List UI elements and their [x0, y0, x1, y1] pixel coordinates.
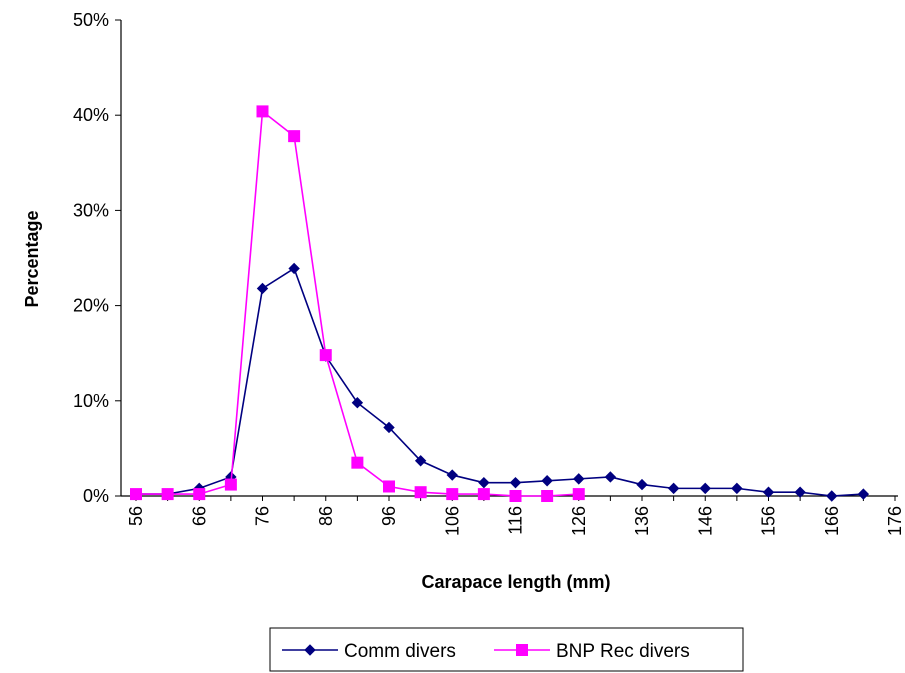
legend-item: Comm divers	[282, 641, 456, 662]
data-point	[731, 482, 743, 495]
x-tick-label: 106	[442, 506, 462, 536]
data-point	[256, 105, 269, 118]
data-point	[351, 456, 364, 469]
data-point	[288, 130, 301, 143]
legend-label: BNP Rec divers	[556, 641, 690, 662]
x-tick-labels: 56 66 76 86 96 106 116 126 136 146 156 166 176	[126, 506, 905, 536]
y-axis-title: Percentage	[22, 210, 42, 307]
data-point	[762, 486, 775, 498]
x-tick-label: 176	[885, 506, 905, 536]
data-point	[130, 488, 142, 501]
data-point	[636, 478, 648, 491]
data-point	[446, 488, 459, 501]
data-point	[478, 476, 490, 489]
data-point	[509, 490, 522, 502]
x-tick-label: 166	[822, 506, 842, 536]
data-point	[193, 488, 206, 501]
x-tick-label: 76	[253, 506, 273, 526]
y-tick-label: 30%	[73, 200, 109, 220]
data-point	[446, 469, 458, 481]
data-point	[288, 262, 300, 275]
y-tick-label: 50%	[73, 10, 109, 30]
data-point	[414, 455, 427, 467]
data-point	[383, 480, 395, 493]
legend-marker	[304, 644, 316, 656]
data-point	[319, 349, 332, 362]
data-point	[572, 488, 585, 501]
data-point	[667, 482, 680, 495]
data-point	[604, 471, 617, 483]
y-tick-label: 40%	[73, 105, 109, 125]
series-1	[130, 105, 585, 502]
data-point	[224, 478, 237, 491]
series-lines	[130, 105, 870, 502]
x-axis-title: Carapace length (mm)	[421, 572, 610, 592]
data-point	[477, 488, 490, 501]
series-line	[136, 267, 864, 497]
x-tick-label: 66	[189, 506, 209, 526]
y-tick-label: 20%	[73, 296, 109, 316]
series-0	[130, 262, 870, 502]
data-point	[383, 421, 395, 434]
data-point	[414, 486, 427, 499]
y-tick-label: 0%	[83, 486, 109, 506]
data-point	[794, 486, 806, 498]
axes	[115, 19, 898, 501]
data-point	[509, 476, 522, 489]
x-tick-label: 56	[126, 506, 146, 526]
x-tick-label: 86	[316, 506, 336, 526]
data-point	[256, 282, 269, 295]
legend-marker	[516, 644, 528, 656]
x-tick-label: 126	[569, 506, 589, 536]
data-point	[826, 490, 838, 502]
data-point	[573, 473, 585, 485]
x-tick-label: 146	[695, 506, 715, 536]
y-tick-labels: 0% 10% 20% 30% 40% 50%	[73, 10, 109, 506]
legend-label: Comm divers	[344, 641, 456, 662]
x-tick-label: 136	[632, 506, 652, 536]
x-tick-label: 116	[506, 506, 526, 535]
legend-item: BNP Rec divers	[494, 641, 690, 662]
series-line	[136, 109, 579, 497]
data-point	[541, 490, 554, 502]
data-point	[161, 488, 174, 501]
data-point	[857, 488, 870, 500]
legend: Comm divers BNP Rec divers	[269, 627, 744, 672]
data-point	[351, 396, 364, 409]
y-tick-label: 10%	[73, 391, 109, 411]
data-point	[699, 482, 711, 495]
data-point	[541, 475, 553, 487]
x-tick-label: 156	[759, 506, 779, 536]
x-tick-label: 96	[379, 506, 399, 526]
